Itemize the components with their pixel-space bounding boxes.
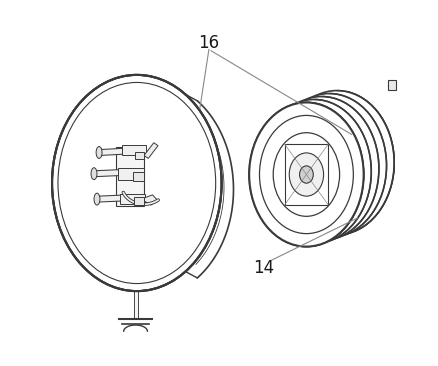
Ellipse shape [272,133,339,216]
Ellipse shape [264,97,378,241]
Ellipse shape [272,94,386,238]
Ellipse shape [299,166,313,183]
Ellipse shape [249,102,363,247]
Ellipse shape [279,90,393,235]
Ellipse shape [96,146,102,158]
Ellipse shape [259,115,353,234]
Ellipse shape [289,153,323,196]
Text: 14: 14 [253,259,274,277]
Bar [120,194,145,204]
Text: 16: 16 [198,34,219,52]
Ellipse shape [91,168,97,180]
Bar [118,168,144,180]
Ellipse shape [249,102,363,247]
Bar [132,172,143,181]
Polygon shape [144,143,158,158]
Ellipse shape [52,75,221,291]
Polygon shape [141,195,158,205]
Bar [134,197,144,205]
Polygon shape [115,147,144,206]
Bar [387,80,396,90]
Bar [122,145,145,154]
Bar [135,152,144,159]
Ellipse shape [256,100,371,244]
Ellipse shape [94,193,100,205]
